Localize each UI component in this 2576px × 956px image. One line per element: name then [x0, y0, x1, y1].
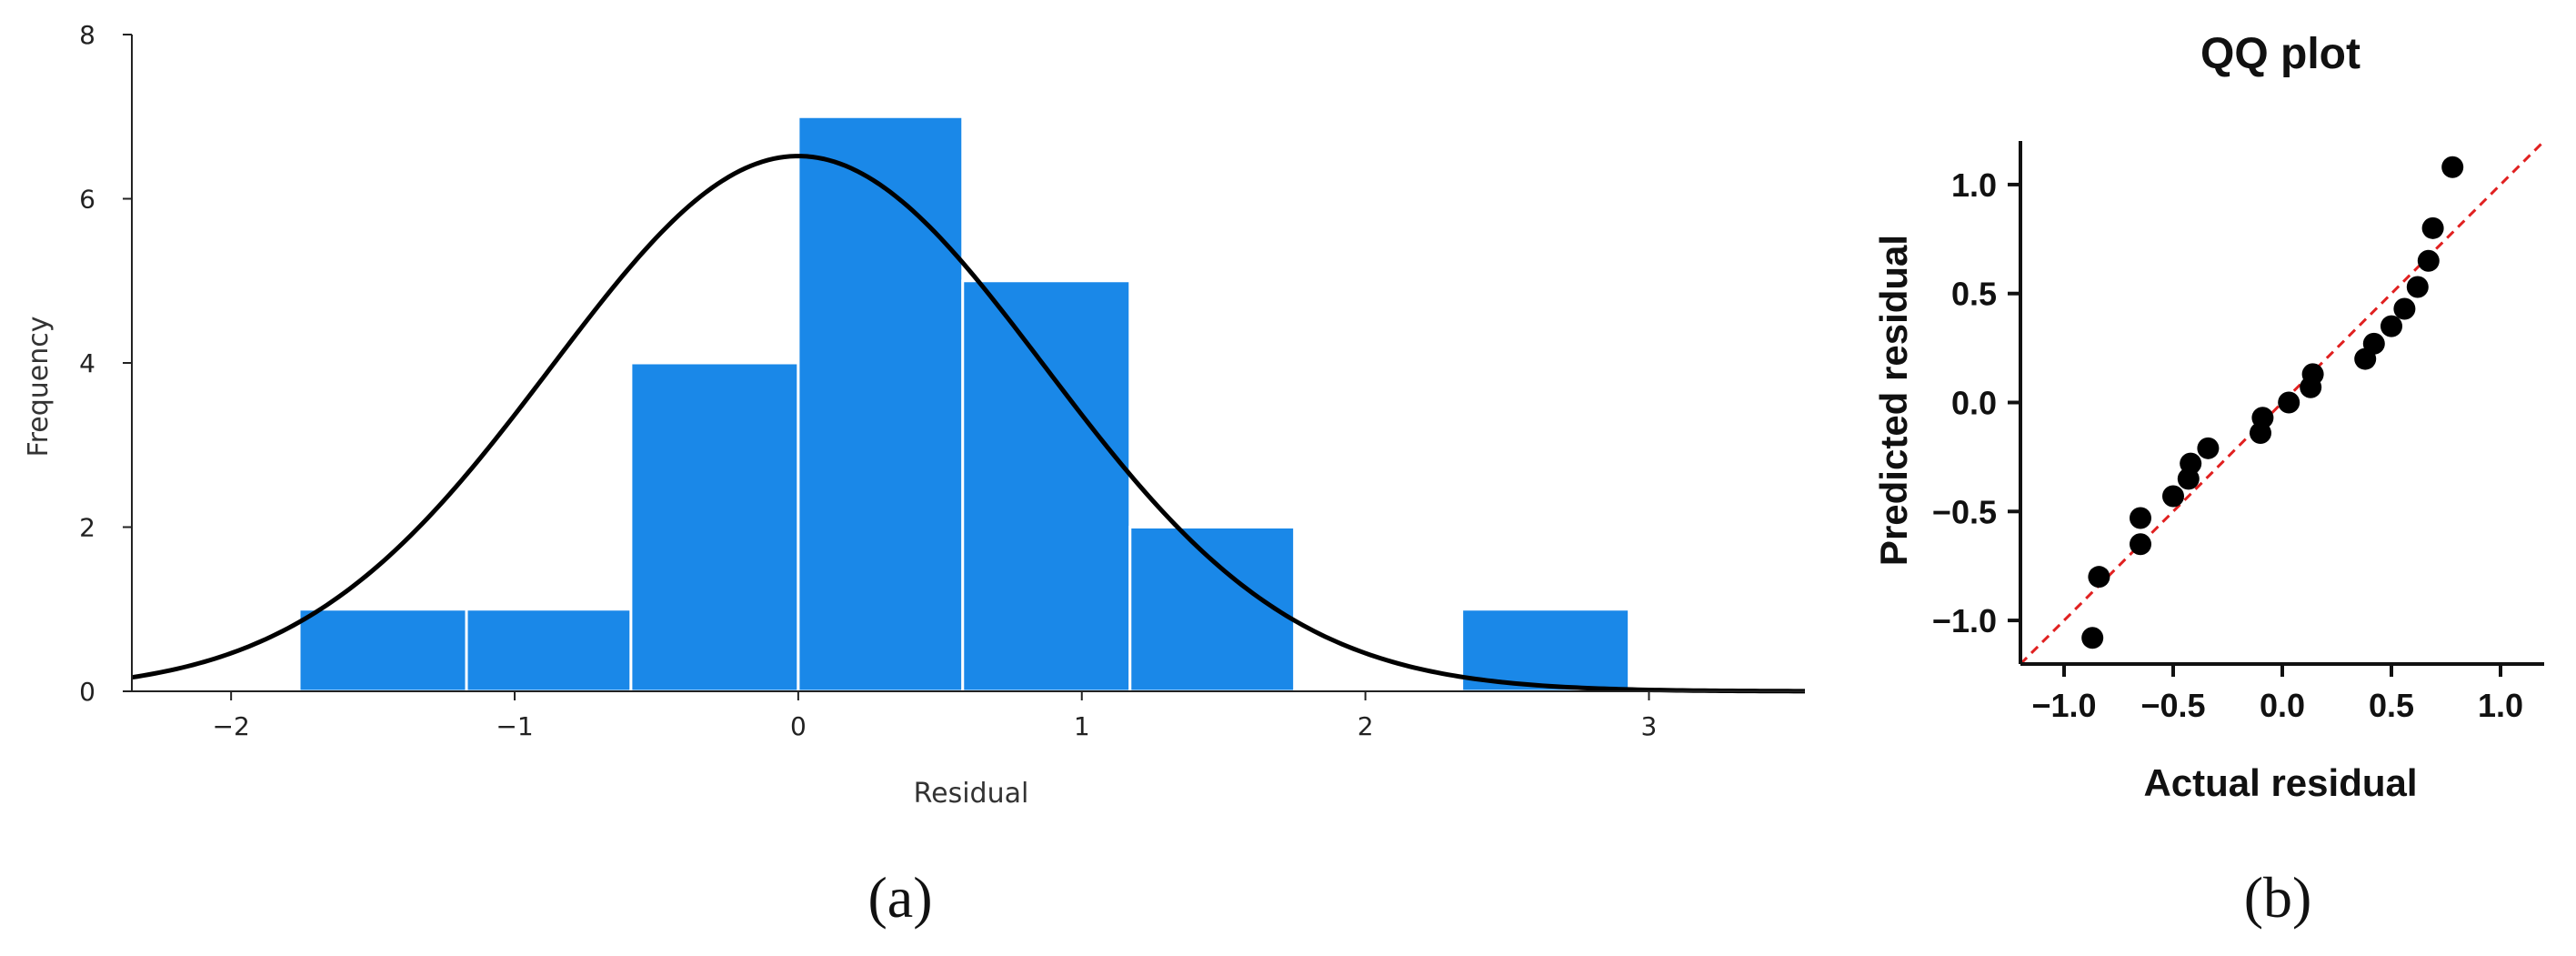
qq-x-tick-label: 0.5	[2369, 687, 2414, 724]
qq-points	[2081, 156, 2464, 649]
histogram-x-ticks: −2 −1 0 1 2 3	[213, 691, 1658, 741]
qq-x-axis-label: Actual residual	[2143, 761, 2417, 804]
qq-point	[2421, 216, 2444, 239]
qq-y-tick-label: 0.0	[1951, 385, 1997, 422]
panel-label-b: (b)	[2244, 865, 2312, 930]
histogram-x-tick-label: 0	[790, 711, 807, 741]
histogram-bar	[1460, 608, 1631, 693]
qq-y-ticks: −1.0 −0.5 0.0 0.5 1.0	[1932, 166, 2020, 639]
qq-plot-title: QQ plot	[2200, 30, 2360, 78]
histogram-x-tick-label: 3	[1641, 711, 1658, 741]
histogram-x-axis-label: Residual	[914, 778, 1029, 810]
histogram-y-ticks: 0 2 4 6 8	[79, 20, 132, 707]
qq-point	[2162, 485, 2184, 508]
qq-point	[2362, 332, 2385, 355]
qq-y-tick-label: 0.5	[1951, 276, 1997, 313]
histogram-bar	[797, 115, 965, 693]
histogram-y-axis-label: Frequency	[23, 317, 55, 458]
histogram-y-tick-label: 6	[79, 185, 95, 215]
qq-point	[2406, 276, 2429, 298]
qq-y-tick-label: 1.0	[1951, 166, 1997, 204]
qq-point	[2393, 297, 2416, 320]
qq-point	[2301, 363, 2324, 386]
qq-x-tick-label: 0.0	[2260, 687, 2305, 724]
histogram-y-tick-label: 8	[79, 20, 95, 50]
histogram-y-tick-label: 2	[79, 513, 95, 543]
histogram-bar	[1128, 526, 1297, 693]
histogram-y-tick-label: 4	[79, 348, 95, 378]
qq-x-tick-label: −1.0	[2031, 687, 2096, 724]
qq-x-ticks: −1.0 −0.5 0.0 0.5 1.0	[2031, 664, 2523, 724]
qq-point	[2130, 533, 2151, 556]
histogram-bar	[961, 279, 1132, 693]
qq-plot-panel: QQ plot −1.0 −0.5 0.0 0.5 1.0 −1.0 −0.5 0.0 0.5…	[1872, 30, 2546, 930]
qq-point	[2251, 407, 2274, 429]
histogram-bar	[297, 608, 468, 693]
qq-y-tick-label: −0.5	[1932, 493, 1997, 530]
qq-point	[2130, 507, 2151, 529]
qq-point	[2081, 627, 2104, 649]
qq-point	[2278, 391, 2300, 414]
histogram-x-tick-label: 1	[1074, 711, 1090, 741]
qq-point	[2197, 437, 2220, 459]
qq-point	[2180, 452, 2202, 475]
qq-y-axis-label: Predicted residual	[1872, 235, 1915, 566]
histogram-panel: −2 −1 0 1 2 3 0 2 4 6 8 Residual Frequency (a)	[23, 20, 1806, 930]
qq-point	[2088, 566, 2110, 589]
normal-curve	[131, 154, 1806, 694]
qq-point	[2381, 315, 2402, 337]
qq-x-tick-label: 1.0	[2478, 687, 2523, 724]
histogram-x-tick-label: −1	[496, 711, 533, 741]
histogram-bars	[297, 115, 1631, 693]
qq-x-tick-label: −0.5	[2140, 687, 2205, 724]
histogram-x-tick-label: 2	[1358, 711, 1374, 741]
histogram-x-tick-label: −2	[213, 711, 250, 741]
qq-point	[2441, 156, 2464, 178]
qq-y-tick-label: −1.0	[1932, 602, 1997, 639]
qq-point	[2417, 249, 2440, 272]
histogram-bar	[629, 361, 800, 693]
histogram-bar	[465, 608, 633, 693]
histogram-y-tick-label: 0	[79, 677, 95, 707]
panel-label-a: (a)	[867, 865, 932, 930]
